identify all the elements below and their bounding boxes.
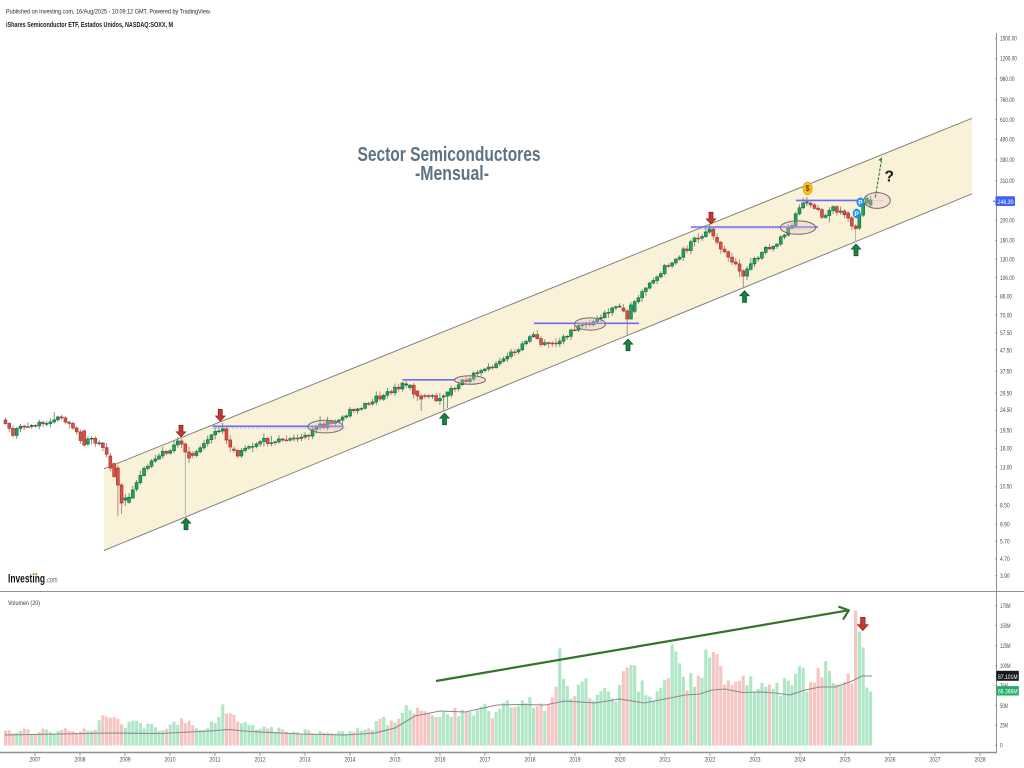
svg-text:390.00: 390.00: [1000, 157, 1015, 164]
svg-text:2027: 2027: [930, 757, 941, 764]
svg-text:47.50: 47.50: [1000, 347, 1012, 354]
svg-text:246.30: 246.30: [998, 199, 1014, 206]
svg-text:130.00: 130.00: [1000, 256, 1015, 263]
svg-text:2011: 2011: [210, 757, 221, 764]
svg-text:2026: 2026: [885, 757, 896, 764]
svg-text:160.00: 160.00: [1000, 238, 1015, 245]
svg-text:Published on Investing.com, 16: Published on Investing.com, 16/Aug/2025 …: [6, 9, 211, 16]
svg-text:P: P: [858, 200, 863, 207]
svg-text:25M: 25M: [1000, 723, 1008, 730]
svg-text:2023: 2023: [750, 757, 761, 764]
svg-text:P: P: [854, 211, 859, 218]
svg-text:1500.00: 1500.00: [1000, 36, 1017, 43]
svg-text:.com: .com: [46, 576, 58, 585]
svg-text:?: ?: [885, 169, 894, 186]
svg-text:5.70: 5.70: [1000, 539, 1010, 546]
svg-text:Investing: Investing: [8, 572, 45, 586]
svg-text:10.50: 10.50: [1000, 484, 1012, 491]
svg-text:3.90: 3.90: [1000, 573, 1010, 580]
svg-text:2022: 2022: [705, 757, 716, 764]
svg-text:2016: 2016: [435, 757, 446, 764]
svg-text:2025: 2025: [840, 757, 851, 764]
svg-text:19.50: 19.50: [1000, 428, 1012, 435]
svg-text:57.50: 57.50: [1000, 330, 1012, 337]
svg-text:2028: 2028: [975, 757, 986, 764]
svg-text:66.366M: 66.366M: [998, 689, 1018, 696]
svg-text:Sector Semiconductores: Sector Semiconductores: [358, 144, 541, 166]
svg-text:2017: 2017: [480, 757, 491, 764]
svg-text:2015: 2015: [390, 757, 401, 764]
svg-text:2020: 2020: [615, 757, 626, 764]
svg-text:2024: 2024: [795, 757, 806, 764]
svg-text:2018: 2018: [525, 757, 536, 764]
svg-text:106.00: 106.00: [1000, 275, 1015, 282]
svg-text:2019: 2019: [570, 757, 581, 764]
svg-text:2013: 2013: [300, 757, 311, 764]
svg-text:760.00: 760.00: [1000, 97, 1015, 104]
svg-text:37.50: 37.50: [1000, 369, 1012, 376]
svg-text:100M: 100M: [1000, 663, 1011, 670]
svg-text:70.00: 70.00: [1000, 312, 1012, 319]
svg-text:50M: 50M: [1000, 703, 1008, 710]
svg-text:16.00: 16.00: [1000, 446, 1012, 453]
svg-text:2010: 2010: [165, 757, 176, 764]
svg-text:86.00: 86.00: [1000, 294, 1012, 301]
svg-text:2007: 2007: [30, 757, 41, 764]
svg-text:175M: 175M: [1000, 603, 1011, 610]
svg-text:0: 0: [1000, 743, 1003, 750]
svg-text:150M: 150M: [1000, 623, 1011, 630]
svg-text:310.00: 310.00: [1000, 178, 1015, 185]
svg-text:2012: 2012: [255, 757, 266, 764]
svg-text:87.101M: 87.101M: [998, 674, 1018, 681]
svg-text:8.50: 8.50: [1000, 503, 1010, 510]
svg-text:2014: 2014: [345, 757, 356, 764]
svg-text:24.50: 24.50: [1000, 407, 1012, 414]
svg-text:125M: 125M: [1000, 643, 1011, 650]
svg-text:29.50: 29.50: [1000, 390, 1012, 397]
svg-text:200.00: 200.00: [1000, 218, 1015, 225]
svg-text:2021: 2021: [660, 757, 671, 764]
svg-text:-Mensual-: -Mensual-: [415, 163, 489, 185]
svg-text:$: $: [805, 184, 810, 193]
svg-text:6.90: 6.90: [1000, 522, 1010, 529]
svg-text:4.70: 4.70: [1000, 556, 1010, 563]
svg-text:Volumen (20): Volumen (20): [8, 600, 40, 607]
svg-text:610.00: 610.00: [1000, 117, 1015, 124]
svg-text:2009: 2009: [120, 757, 131, 764]
svg-text:iShares Semiconductor ETF, Est: iShares Semiconductor ETF, Estados Unido…: [6, 20, 173, 29]
svg-text:2008: 2008: [75, 757, 86, 764]
svg-text:960.00: 960.00: [1000, 76, 1015, 83]
svg-text:1200.00: 1200.00: [1000, 56, 1017, 63]
svg-text:490.00: 490.00: [1000, 137, 1015, 144]
svg-text:13.00: 13.00: [1000, 464, 1012, 471]
